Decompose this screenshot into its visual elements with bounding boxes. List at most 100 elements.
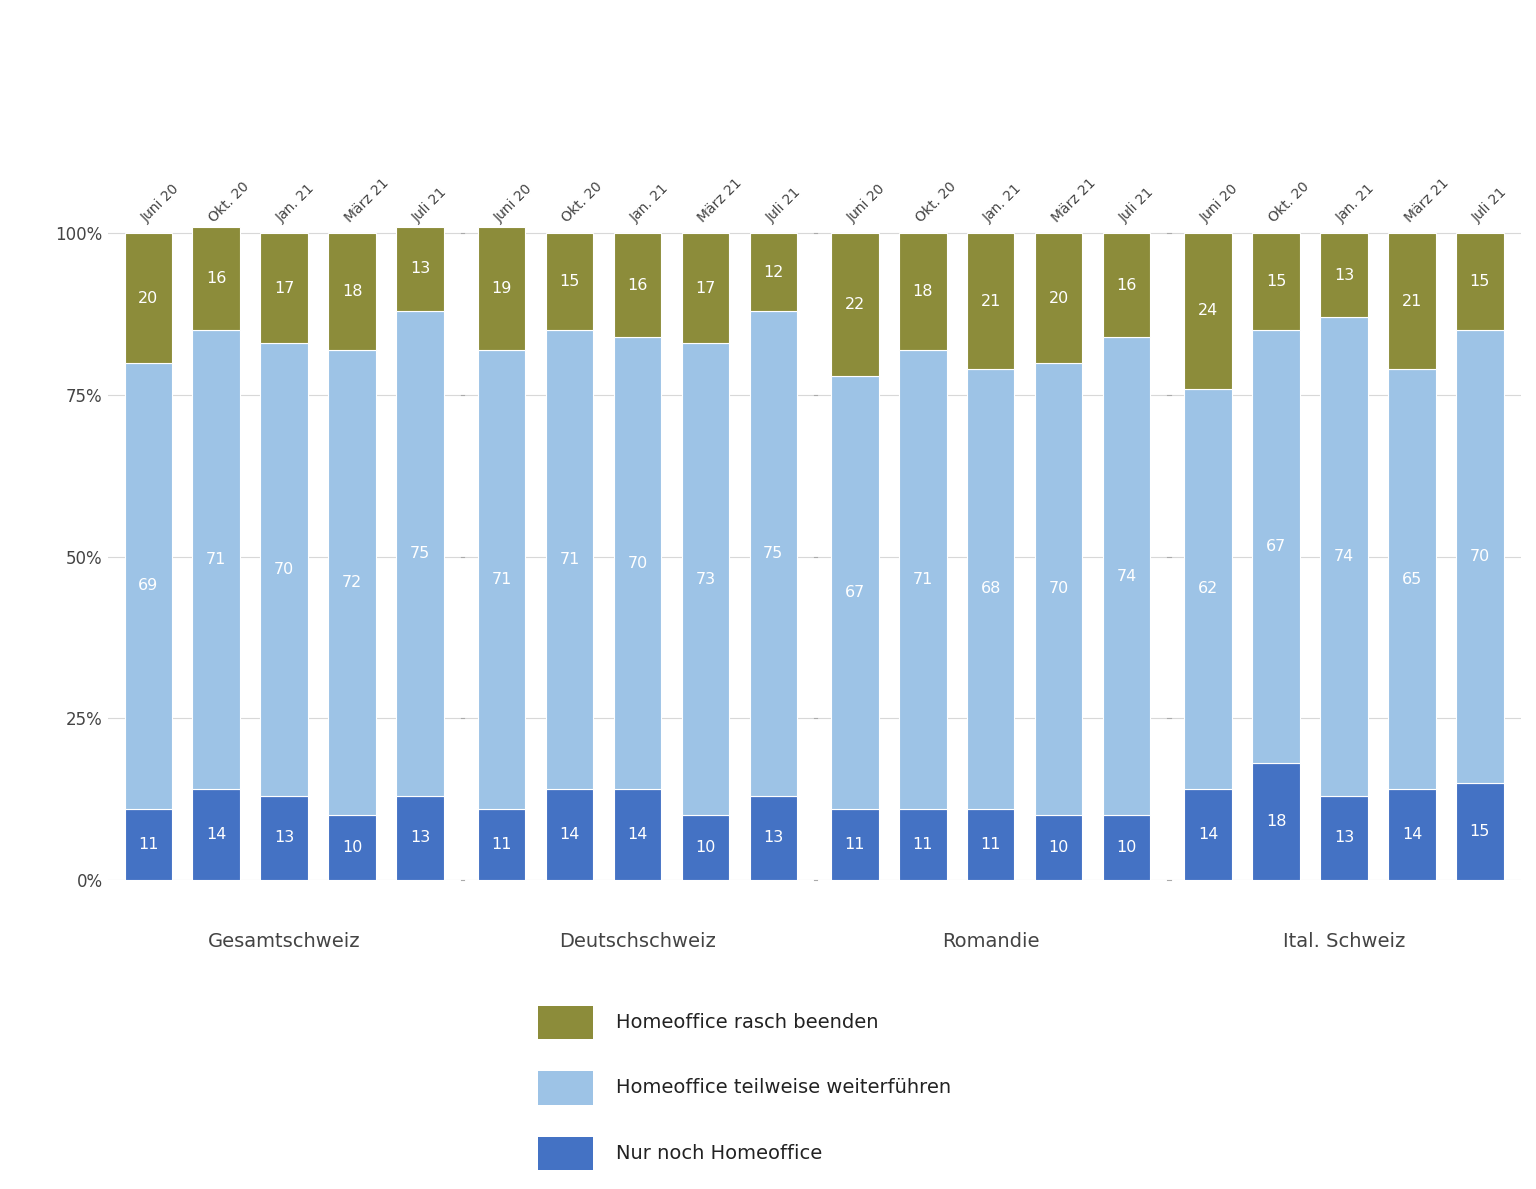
Text: 18: 18 [912,284,932,300]
Bar [396,227,444,312]
Bar [1456,782,1504,880]
Text: 70: 70 [1049,581,1069,597]
Text: Okt. 20: Okt. 20 [912,180,958,225]
Bar [1035,363,1083,816]
Bar [396,312,444,795]
Bar [1252,331,1299,763]
Bar [478,350,525,809]
Bar [968,369,1014,809]
Text: März 21: März 21 [343,176,392,225]
Bar [329,816,376,880]
Bar [682,233,730,344]
Text: 75: 75 [763,546,783,561]
Text: 14: 14 [206,828,226,842]
Text: Juli 21: Juli 21 [763,185,803,225]
Text: 16: 16 [206,271,226,287]
Text: Juni 20: Juni 20 [845,182,888,225]
Text: Jan. 21: Jan. 21 [628,182,671,225]
Bar [750,233,797,312]
Text: Okt. 20: Okt. 20 [559,180,605,225]
Text: Jan. 21: Jan. 21 [982,182,1025,225]
Text: Juni 20: Juni 20 [1198,182,1241,225]
Bar [750,312,797,795]
Bar [1035,816,1083,880]
Bar [1321,317,1367,795]
Bar [1456,331,1504,782]
Text: 75: 75 [410,546,430,561]
Bar [1252,763,1299,880]
Text: 20: 20 [138,290,158,306]
Text: 15: 15 [1266,275,1286,289]
Text: 10: 10 [343,841,362,855]
Bar [614,336,660,789]
Bar [478,809,525,880]
Text: 15: 15 [1470,824,1490,839]
Text: 69: 69 [138,578,158,593]
Bar [545,789,593,880]
Bar [1252,233,1299,331]
Bar [831,376,879,809]
Bar [1389,369,1436,789]
Text: 24: 24 [1198,303,1218,319]
Bar [1456,233,1504,331]
Bar [192,227,240,331]
Text: 11: 11 [845,837,865,851]
Bar [1103,233,1150,336]
Text: März 21: März 21 [696,176,745,225]
Text: 16: 16 [1117,277,1137,292]
Text: 11: 11 [912,837,932,851]
Bar [1103,336,1150,816]
Text: 22: 22 [845,297,865,312]
Bar [682,344,730,816]
Text: 67: 67 [845,585,865,599]
Text: 13: 13 [1333,268,1355,283]
Text: 11: 11 [492,837,511,851]
Bar [545,331,593,789]
Text: 10: 10 [1117,841,1137,855]
Bar [192,789,240,880]
Text: 12: 12 [763,265,783,279]
Text: Jan. 21: Jan. 21 [275,182,318,225]
Bar [1035,233,1083,363]
Text: 13: 13 [1333,830,1355,845]
Text: März 21: März 21 [1049,176,1098,225]
Text: 10: 10 [1049,841,1069,855]
Bar [682,816,730,880]
Bar [261,795,307,880]
Text: 11: 11 [980,837,1001,851]
Bar [329,233,376,350]
Text: 70: 70 [1470,549,1490,564]
Text: 67: 67 [1266,540,1286,554]
Bar [545,233,593,331]
Text: 17: 17 [273,281,295,296]
Text: 73: 73 [696,572,716,586]
Bar [1389,789,1436,880]
Bar [329,350,376,816]
Text: Nur noch Homeoffice: Nur noch Homeoffice [616,1144,822,1163]
Bar [478,227,525,350]
Text: 19: 19 [492,281,511,296]
Text: 21: 21 [1402,294,1422,309]
Bar [1184,789,1232,880]
Bar [899,350,946,809]
Bar [614,233,660,336]
Text: Okt. 20: Okt. 20 [206,180,252,225]
Bar [1184,233,1232,389]
Text: 13: 13 [410,262,430,277]
Text: 71: 71 [912,572,932,586]
Text: 15: 15 [559,275,579,289]
Text: Juli 21: Juli 21 [1470,185,1510,225]
Text: 70: 70 [273,562,295,577]
Text: 74: 74 [1333,549,1355,564]
Text: 13: 13 [410,830,430,845]
Text: 71: 71 [492,572,511,586]
Text: 18: 18 [343,284,362,300]
Text: 21: 21 [980,294,1001,309]
Bar [261,344,307,795]
Text: 14: 14 [559,828,579,842]
Bar [1389,233,1436,369]
Text: 17: 17 [696,281,716,296]
Text: 14: 14 [627,828,648,842]
Text: Juni 20: Juni 20 [492,182,535,225]
Bar [831,809,879,880]
